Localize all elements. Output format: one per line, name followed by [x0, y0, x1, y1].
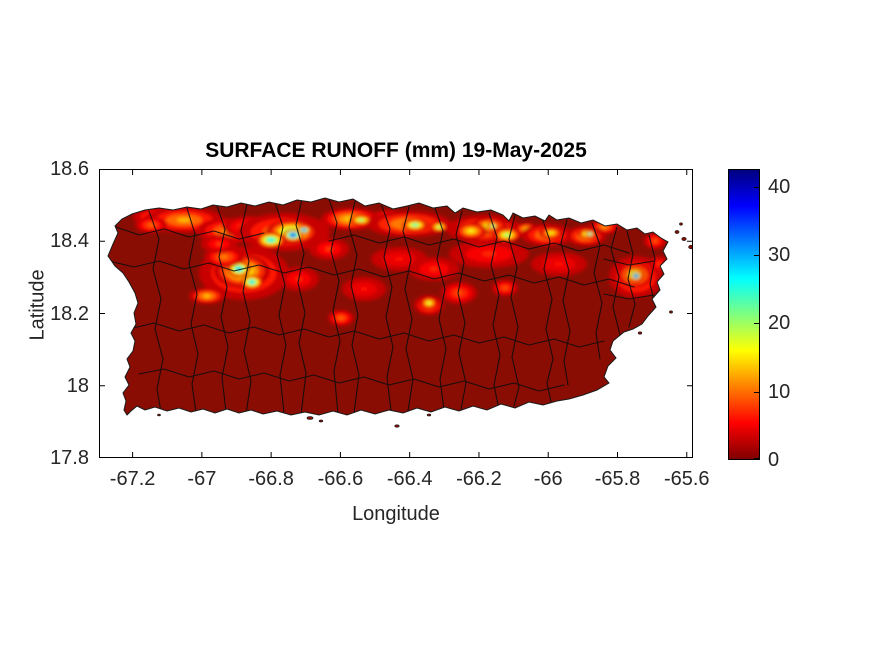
colorbar-tick-label: 10	[768, 380, 791, 403]
colorbar	[728, 169, 760, 460]
municipal-boundaries	[108, 198, 657, 415]
colorbar-tick-label: 30	[768, 244, 791, 267]
colorbar-tick	[754, 186, 759, 188]
x-tick-label: -67	[187, 468, 217, 490]
x-tick-label: -67.2	[109, 468, 156, 490]
offshore-cays	[157, 222, 693, 428]
y-tick-label: 18	[66, 374, 89, 397]
colorbar-tick-label: 20	[768, 312, 791, 335]
x-tick-label: -66.8	[248, 468, 294, 490]
y-tick-label: 18.2	[50, 302, 89, 325]
coastline	[107, 197, 669, 416]
x-axis-label: Longitude	[352, 503, 440, 525]
puerto-rico-map	[99, 169, 693, 458]
x-tick-label: -66.6	[317, 468, 364, 490]
colorbar-tick	[754, 391, 759, 393]
colorbar-tick	[754, 323, 759, 325]
x-tick-label: -66.2	[456, 468, 502, 490]
y-tick-label: 18.6	[50, 158, 89, 180]
y-tick-label: 18.4	[50, 230, 89, 253]
colorbar-tick	[754, 255, 759, 257]
colorbar-gradient	[729, 170, 759, 459]
x-tick-label: -65.6	[663, 468, 710, 490]
colorbar-tick-label: 0	[768, 449, 780, 471]
x-tick-label: -66.4	[386, 468, 433, 490]
chart-title: SURFACE RUNOFF (mm) 19-May-2025	[205, 139, 587, 162]
x-tick-label: -66	[533, 468, 563, 490]
map-plot-area	[99, 169, 693, 458]
axes-frame	[99, 169, 693, 458]
axis-ticks	[99, 169, 693, 458]
x-tick-label: -65.8	[594, 468, 641, 490]
colorbar-tick	[754, 458, 759, 459]
colorbar-tick-label: 40	[768, 175, 791, 198]
y-tick-label: 17.8	[50, 447, 89, 469]
